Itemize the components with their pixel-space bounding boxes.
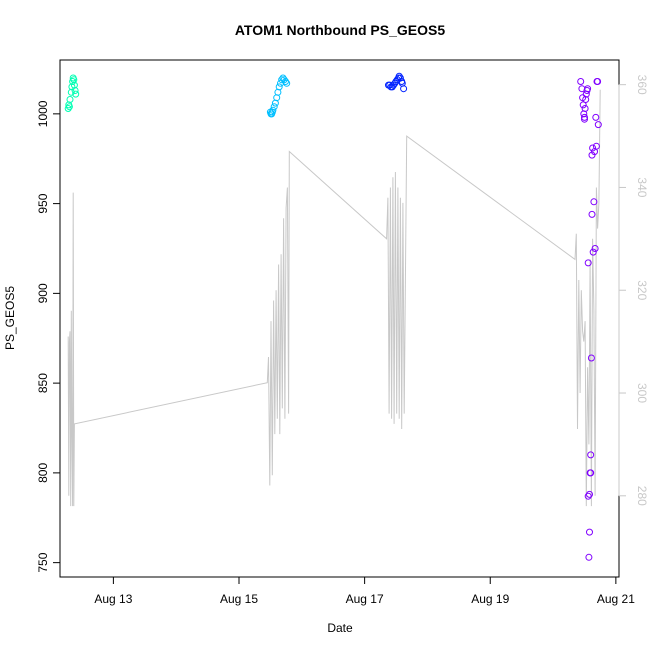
scatter-point-series-4 [589, 248, 597, 256]
y2-tick-label: 280 [635, 486, 649, 506]
scatter-point-series-1 [72, 90, 80, 98]
scatter-point-series-1 [70, 81, 78, 89]
scatter-point-series-2 [270, 103, 278, 111]
scatter-point-series-1 [71, 87, 79, 94]
scatter-points [64, 72, 602, 561]
scatter-point-series-4 [591, 245, 599, 252]
scatter-point-series-4 [594, 121, 602, 129]
scatter-point-series-4 [590, 198, 598, 206]
x-axis-label: Date [327, 621, 353, 635]
y-tick-label: 850 [36, 373, 50, 393]
y-tick-label: 950 [36, 193, 50, 213]
y-tick-label: 1000 [36, 100, 50, 127]
x-axis: Aug 13 Aug 15 Aug 17 Aug 19 Aug 21 [94, 576, 635, 606]
scatter-point-series-1 [70, 76, 78, 84]
scatter-point-series-4 [587, 469, 595, 477]
y2-tick-label: 340 [635, 177, 649, 197]
scatter-point-series-4 [584, 85, 592, 93]
scatter-point-series-4 [589, 144, 597, 152]
scatter-point-series-4 [581, 105, 589, 112]
x-tick-label: Aug 17 [346, 592, 384, 606]
x-tick-label: Aug 19 [471, 592, 509, 606]
x-tick-label: Aug 15 [220, 592, 258, 606]
scatter-point-series-4 [592, 142, 600, 150]
scatter-point-series-1 [64, 105, 72, 112]
chart-title: ATOM1 Northbound PS_GEOS5 [235, 22, 445, 38]
scatter-point-series-4 [587, 451, 595, 459]
scatter-point-series-2 [269, 106, 277, 114]
scatter-point-series-2 [275, 83, 283, 91]
scatter-point-series-1 [65, 103, 73, 111]
scatter-point-series-4 [586, 490, 593, 498]
scatter-point-series-3 [400, 85, 408, 93]
y2-tick-label: 300 [635, 383, 649, 403]
y2-tick-label: 360 [635, 75, 649, 95]
scatter-point-series-4 [577, 78, 585, 85]
scatter-point-series-4 [588, 210, 596, 218]
scatter-point-series-4 [592, 113, 600, 121]
scatter-point-series-2 [282, 78, 289, 85]
scatter-point-series-4 [584, 492, 592, 500]
right-axis: 280 300 320 340 360 [618, 75, 649, 506]
scatter-point-series-2 [278, 76, 286, 84]
scatter-point-series-4 [581, 115, 588, 123]
x-tick-label: Aug 21 [597, 592, 635, 606]
scatter-point-series-4 [584, 259, 592, 267]
series-line [67, 89, 601, 507]
y-tick-label: 900 [36, 283, 50, 303]
y-tick-label: 800 [36, 463, 50, 483]
scatter-point-series-2 [283, 79, 291, 87]
y-axis: 750 800 850 900 950 1000 [36, 100, 61, 573]
scatter-point-series-1 [69, 78, 77, 85]
scatter-point-series-4 [585, 553, 593, 561]
secondary-series-line [67, 89, 601, 507]
scatter-point-series-4 [582, 96, 590, 103]
y-tick-label: 750 [36, 552, 50, 572]
scatter-point-series-1 [67, 88, 75, 96]
scatter-point-series-4 [594, 78, 602, 85]
scatter-point-series-1 [66, 96, 74, 103]
x-tick-label: Aug 13 [94, 592, 132, 606]
y-axis-label: PS_GEOS5 [3, 286, 17, 350]
y2-tick-label: 320 [635, 280, 649, 300]
scatter-point-series-4 [586, 528, 593, 536]
scatter-point-series-4 [587, 354, 595, 362]
